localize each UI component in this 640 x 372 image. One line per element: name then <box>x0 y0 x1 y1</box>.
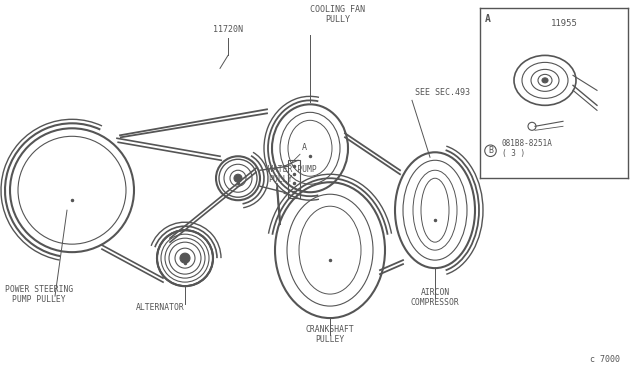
Text: CRANKSHAFT
PULLEY: CRANKSHAFT PULLEY <box>306 325 355 344</box>
Text: c 7000: c 7000 <box>590 355 620 364</box>
Text: 11720N: 11720N <box>213 25 243 35</box>
Text: A: A <box>302 143 307 152</box>
Circle shape <box>234 174 242 182</box>
Text: 11955: 11955 <box>550 19 577 28</box>
Bar <box>288 160 300 198</box>
Ellipse shape <box>542 78 548 83</box>
Text: A: A <box>485 15 491 25</box>
Text: COOLING FAN
PULLY: COOLING FAN PULLY <box>310 5 365 25</box>
Text: B: B <box>488 146 493 155</box>
Text: 081B8-8251A
( 3 ): 081B8-8251A ( 3 ) <box>502 139 553 158</box>
Text: ALTERNATOR: ALTERNATOR <box>136 303 184 312</box>
Text: WATER PUMP
PULLY: WATER PUMP PULLY <box>268 165 317 184</box>
Text: POWER STEERING
PUMP PULLEY: POWER STEERING PUMP PULLEY <box>5 285 73 304</box>
Text: SEE SEC.493: SEE SEC.493 <box>415 88 470 97</box>
Text: AIRCON
COMPRESSOR: AIRCON COMPRESSOR <box>411 288 460 307</box>
Circle shape <box>180 253 190 263</box>
